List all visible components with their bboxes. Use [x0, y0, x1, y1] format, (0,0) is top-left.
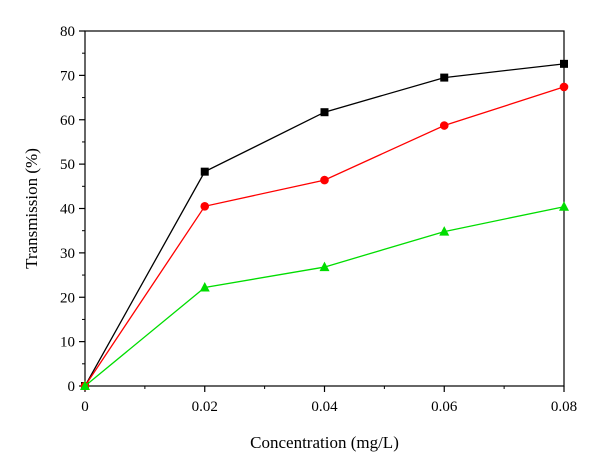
y-tick-label: 70: [60, 68, 75, 84]
x-axis-title: Concentration (mg/L): [250, 433, 399, 452]
y-tick-label: 10: [60, 335, 75, 351]
x-tick-label: 0.04: [311, 399, 338, 415]
y-tick-label: 30: [60, 246, 75, 262]
data-point-triangle: [199, 281, 210, 292]
series-line-2: [84, 86, 565, 387]
data-point-triangle: [319, 261, 330, 272]
y-tick-label: 80: [60, 24, 75, 40]
data-point-circle: [439, 121, 449, 130]
plot-frame: [84, 30, 565, 387]
data-point-square: [560, 59, 568, 68]
data-point-circle: [559, 82, 569, 92]
x-tick-label: 0.06: [431, 399, 458, 415]
x-tick-label: 0: [81, 399, 89, 415]
series-line-3: [84, 206, 565, 387]
y-tick-label: 40: [60, 202, 75, 218]
series-layer: [80, 59, 569, 391]
data-point-circle: [200, 201, 210, 211]
data-point-square: [200, 167, 209, 176]
data-point-triangle: [559, 201, 569, 211]
y-axis-title: Transmission (%): [22, 148, 41, 269]
y-tick-label: 0: [68, 379, 76, 395]
data-point-square: [320, 108, 329, 117]
y-axis-ticks: 0 10 20 30 40 50 60 70 80: [60, 24, 85, 395]
x-axis-ticks: 0 0.02 0.04 0.06 0.08: [81, 386, 577, 415]
x-tick-label: 0.02: [192, 399, 218, 415]
data-point-square: [440, 73, 449, 82]
data-point-circle: [320, 175, 329, 185]
data-point-triangle: [80, 380, 90, 390]
y-tick-label: 50: [60, 157, 75, 173]
y-tick-label: 20: [60, 290, 75, 306]
x-tick-label: 0.08: [551, 399, 577, 415]
data-point-triangle: [439, 226, 450, 236]
y-tick-label: 60: [60, 113, 75, 129]
